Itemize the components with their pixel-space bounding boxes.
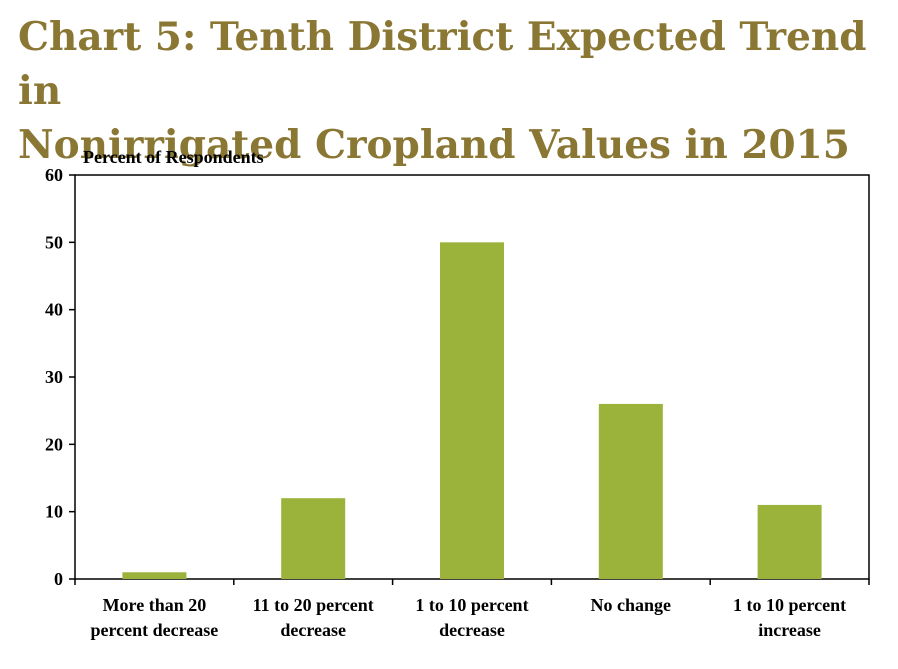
x-category-label: No change [591, 595, 672, 615]
y-tick-label: 10 [45, 502, 63, 522]
bar [281, 498, 346, 579]
x-category-label: 1 to 10 percent decrease [415, 595, 528, 640]
bar [122, 572, 187, 579]
y-tick-label: 30 [45, 367, 63, 387]
x-category-label-line: 1 to 10 percent [733, 595, 846, 615]
y-axis-label: Percent of Respondents [83, 147, 264, 167]
x-category-label-line: More than 20 [103, 595, 207, 615]
plot-area: 0 10 20 30 40 50 60 More than 20 percent decreas… [45, 165, 870, 640]
bar [598, 403, 663, 579]
y-tick-label: 60 [45, 165, 63, 185]
x-category-label-line: decrease [439, 620, 505, 640]
x-category-label-line: 1 to 10 percent [415, 595, 528, 615]
bar [757, 504, 822, 579]
x-category-label-line: percent decrease [91, 620, 219, 640]
bar [440, 242, 504, 580]
y-tick-label: 40 [45, 300, 63, 320]
chart-title-line-2: Nonirrigated Cropland Values in 2015 [18, 122, 850, 168]
y-tick-label: 50 [45, 232, 63, 252]
x-category-label: 1 to 10 percent increase [733, 595, 846, 640]
x-category-label-line: decrease [280, 620, 346, 640]
chart-title: Chart 5: Tenth District Expected Trend i… [18, 10, 888, 172]
chart-title-line-1: Chart 5: Tenth District Expected Trend i… [18, 14, 867, 114]
x-category-label-line: No change [591, 595, 672, 615]
x-category-label-line: increase [758, 620, 821, 640]
x-category-label: More than 20 percent decrease [91, 595, 219, 640]
y-tick-label: 20 [45, 434, 63, 454]
x-category-label: 11 to 20 percent decrease [253, 595, 374, 640]
x-category-label-line: 11 to 20 percent [253, 595, 374, 615]
y-tick-label: 0 [54, 569, 63, 589]
